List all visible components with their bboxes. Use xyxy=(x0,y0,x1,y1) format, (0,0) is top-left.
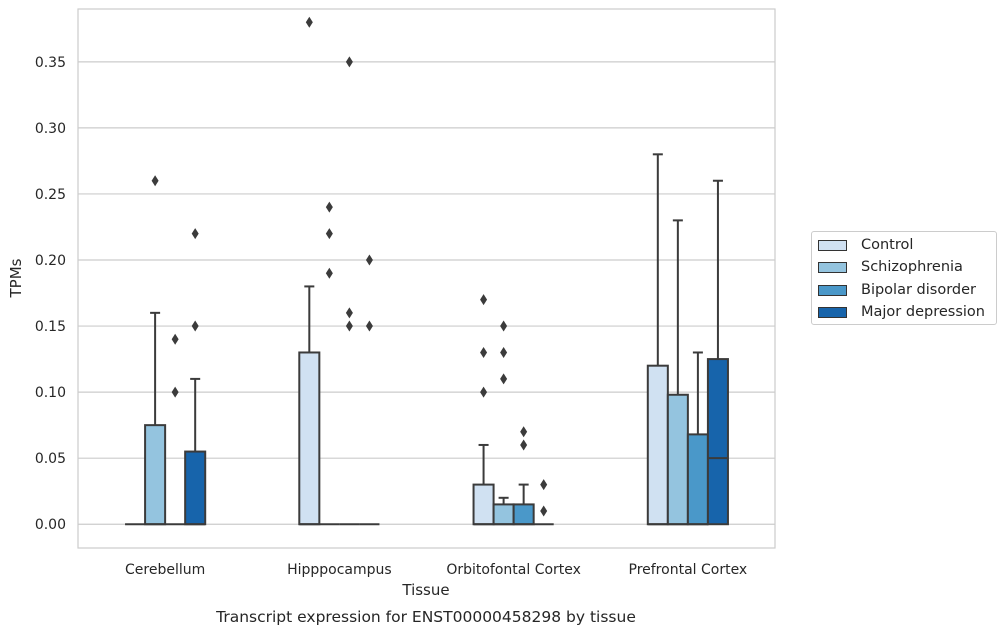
box xyxy=(184,450,207,526)
box xyxy=(646,364,669,526)
outlier-point xyxy=(480,294,488,306)
outlier-point xyxy=(325,267,333,279)
y-tick-labels: 0.00 0.05 0.10 0.15 0.20 0.25 0.30 0.35 xyxy=(35,55,66,533)
legend-item-schizophrenia: Schizophrenia xyxy=(818,257,963,277)
chart-caption: Transcript expression for ENST0000045829… xyxy=(215,608,636,626)
y-axis-label: TPMs xyxy=(7,258,25,298)
outlier-point xyxy=(345,320,353,332)
legend-swatch-major-depression xyxy=(818,306,847,318)
outlier-point xyxy=(520,439,528,451)
y-tick-label: 0.25 xyxy=(35,187,66,203)
box-group xyxy=(706,179,729,526)
y-tick-label: 0.15 xyxy=(35,319,66,335)
outlier-point xyxy=(365,320,373,332)
box xyxy=(512,503,535,526)
outlier-point xyxy=(365,254,373,266)
y-tick-label: 0.00 xyxy=(35,517,66,533)
legend-item-major-depression: Major depression xyxy=(818,302,985,322)
legend-label-schizophrenia: Schizophrenia xyxy=(861,259,963,275)
box-group xyxy=(184,228,207,526)
x-tick-label: Cerebellum xyxy=(125,562,205,578)
outlier-point xyxy=(540,479,548,491)
box-group xyxy=(165,333,186,526)
box-group xyxy=(686,351,709,526)
outlier-point xyxy=(500,373,508,385)
box-group xyxy=(533,479,554,526)
box-group xyxy=(319,201,340,526)
legend-label-bipolar-disorder: Bipolar disorder xyxy=(861,282,976,298)
x-tick-label: Hipppocampus xyxy=(287,562,392,578)
box-group xyxy=(298,16,321,526)
y-tick-label: 0.30 xyxy=(35,121,66,137)
outlier-point xyxy=(305,16,313,28)
outlier-point xyxy=(345,56,353,68)
box-group xyxy=(339,56,360,526)
outlier-point xyxy=(520,426,528,438)
x-tick-labels: Cerebellum Hipppocampus Orbitofontal Corte… xyxy=(125,562,747,578)
x-tick-label: Prefrontal Cortex xyxy=(629,562,748,578)
box xyxy=(706,358,729,526)
box-group xyxy=(646,153,669,526)
outlier-point xyxy=(540,505,548,517)
box xyxy=(492,503,515,526)
outlier-point xyxy=(171,386,179,398)
outlier-point xyxy=(345,307,353,319)
box-group xyxy=(472,294,495,526)
x-tick-label: Orbitofontal Cortex xyxy=(446,562,581,578)
outlier-point xyxy=(480,346,488,358)
box-group xyxy=(666,219,689,526)
box-group xyxy=(512,426,535,526)
box xyxy=(472,483,495,526)
legend-swatch-control xyxy=(818,239,847,251)
outlier-point xyxy=(325,201,333,213)
legend-item-bipolar-disorder: Bipolar disorder xyxy=(818,280,976,300)
box xyxy=(686,433,709,526)
legend-item-control: Control xyxy=(818,235,913,255)
box xyxy=(144,424,167,526)
y-tick-label: 0.10 xyxy=(35,385,66,401)
x-axis-label: Tissue xyxy=(401,581,449,599)
outlier-point xyxy=(191,228,199,240)
box-group xyxy=(359,254,380,526)
legend-swatch-bipolar-disorder xyxy=(818,284,847,296)
legend-label-control: Control xyxy=(861,237,914,253)
outlier-point xyxy=(171,333,179,345)
outlier-point xyxy=(480,386,488,398)
legend-label-major-depression: Major depression xyxy=(861,304,985,320)
box-group xyxy=(144,175,167,526)
legend: Control Schizophrenia Bipolar disorder M… xyxy=(811,231,997,325)
outlier-point xyxy=(325,228,333,240)
plot-frame xyxy=(77,8,776,549)
outlier-point xyxy=(500,346,508,358)
box xyxy=(298,351,321,526)
legend-swatch-schizophrenia xyxy=(818,261,847,273)
box xyxy=(666,393,689,526)
outlier-point xyxy=(500,320,508,332)
box-group xyxy=(492,320,515,526)
y-tick-label: 0.35 xyxy=(35,55,66,71)
outlier-point xyxy=(191,320,199,332)
outlier-point xyxy=(151,175,159,187)
box-series xyxy=(125,16,729,526)
y-tick-label: 0.05 xyxy=(35,451,66,467)
y-tick-label: 0.20 xyxy=(35,253,66,269)
